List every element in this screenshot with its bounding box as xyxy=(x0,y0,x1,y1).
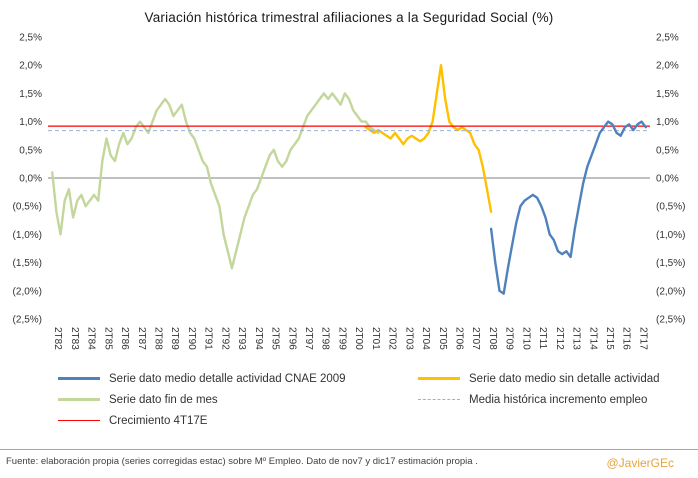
legend-label-sin-detalle: Serie dato medio sin detalle actividad xyxy=(469,372,660,385)
svg-text:2T93: 2T93 xyxy=(236,327,247,350)
svg-text:(1,5%): (1,5%) xyxy=(13,258,42,269)
svg-text:2T11: 2T11 xyxy=(537,327,548,349)
svg-text:2T90: 2T90 xyxy=(186,327,197,350)
svg-text:2T96: 2T96 xyxy=(286,327,297,350)
svg-text:2T07: 2T07 xyxy=(470,327,481,350)
svg-text:2T95: 2T95 xyxy=(270,327,281,350)
svg-text:2T05: 2T05 xyxy=(437,327,448,350)
svg-text:(2,5%): (2,5%) xyxy=(13,315,42,326)
svg-text:(1,0%): (1,0%) xyxy=(13,230,42,241)
svg-text:2T16: 2T16 xyxy=(621,327,632,350)
legend-item-crecimiento-4t17e: Crecimiento 4T17E xyxy=(58,413,408,428)
svg-text:2T98: 2T98 xyxy=(320,327,331,350)
svg-text:2,0%: 2,0% xyxy=(656,61,679,72)
svg-text:2T12: 2T12 xyxy=(554,327,565,350)
svg-text:2T89: 2T89 xyxy=(169,327,180,350)
svg-text:2T03: 2T03 xyxy=(403,327,414,350)
legend-marker-media-historica xyxy=(418,399,460,400)
legend-label-cnae-2009: Serie dato medio detalle actividad CNAE … xyxy=(109,372,346,385)
legend-item-fin-de-mes: Serie dato fin de mes xyxy=(58,392,408,407)
legend-marker-cnae-2009 xyxy=(58,377,100,380)
svg-text:2T83: 2T83 xyxy=(69,327,80,350)
svg-text:2T17: 2T17 xyxy=(637,327,648,350)
credit-handle: @JavierGEc xyxy=(606,456,674,470)
svg-text:2T10: 2T10 xyxy=(520,327,531,350)
svg-text:(0,5%): (0,5%) xyxy=(656,202,685,213)
svg-text:2T15: 2T15 xyxy=(604,327,615,350)
svg-text:(2,0%): (2,0%) xyxy=(656,286,685,297)
svg-text:2T87: 2T87 xyxy=(136,327,147,350)
svg-text:2T82: 2T82 xyxy=(52,327,63,350)
legend-label-crecimiento-4t17e: Crecimiento 4T17E xyxy=(109,414,208,427)
svg-text:1,5%: 1,5% xyxy=(19,89,42,100)
chart-legend: Serie dato medio detalle actividad CNAE … xyxy=(0,361,698,434)
svg-text:2T00: 2T00 xyxy=(353,327,364,350)
legend-label-media-historica: Media histórica incremento empleo xyxy=(469,393,648,406)
svg-text:2T13: 2T13 xyxy=(571,327,582,350)
legend-marker-fin-de-mes xyxy=(58,398,100,401)
svg-text:2T01: 2T01 xyxy=(370,327,381,350)
svg-text:0,5%: 0,5% xyxy=(19,145,42,156)
legend-item-sin-detalle: Serie dato medio sin detalle actividad xyxy=(418,371,688,386)
source-note: Fuente: elaboración propia (series corre… xyxy=(6,456,478,467)
svg-text:2,0%: 2,0% xyxy=(19,61,42,72)
svg-text:2T97: 2T97 xyxy=(303,327,314,350)
chart-footer: Fuente: elaboración propia (series corre… xyxy=(0,449,698,478)
svg-text:2T92: 2T92 xyxy=(219,327,230,350)
svg-text:2,5%: 2,5% xyxy=(19,33,42,44)
legend-item-media-historica: Media histórica incremento empleo xyxy=(418,392,688,407)
svg-text:2T06: 2T06 xyxy=(454,327,465,350)
svg-text:0,5%: 0,5% xyxy=(656,145,679,156)
svg-text:2T86: 2T86 xyxy=(119,327,130,350)
svg-text:2T08: 2T08 xyxy=(487,327,498,350)
svg-text:0,0%: 0,0% xyxy=(19,174,42,185)
svg-text:2T91: 2T91 xyxy=(203,327,214,350)
svg-text:2T99: 2T99 xyxy=(336,327,347,350)
svg-text:2,5%: 2,5% xyxy=(656,33,679,44)
svg-text:2T14: 2T14 xyxy=(587,327,598,350)
svg-text:2T04: 2T04 xyxy=(420,327,431,350)
svg-text:1,0%: 1,0% xyxy=(656,117,679,128)
legend-marker-sin-detalle xyxy=(418,377,460,380)
svg-text:2T94: 2T94 xyxy=(253,327,264,350)
chart-plot: 2,5% 2,5% 2,0% 2,0% 1,5% 1,5% 1,0% 1,0% 0,5% 0,5%… xyxy=(13,33,686,351)
svg-text:2T85: 2T85 xyxy=(102,327,113,350)
svg-text:2T88: 2T88 xyxy=(153,327,164,350)
chart-title: Variación histórica trimestral afiliacio… xyxy=(144,10,554,25)
svg-text:(2,0%): (2,0%) xyxy=(13,286,42,297)
legend-label-fin-de-mes: Serie dato fin de mes xyxy=(109,393,218,406)
legend-item-cnae-2009: Serie dato medio detalle actividad CNAE … xyxy=(58,371,408,386)
svg-text:(1,5%): (1,5%) xyxy=(656,258,685,269)
svg-text:(1,0%): (1,0%) xyxy=(656,230,685,241)
svg-text:2T84: 2T84 xyxy=(86,327,97,350)
legend-marker-crecimiento-4t17e xyxy=(58,420,100,421)
svg-text:1,0%: 1,0% xyxy=(19,117,42,128)
legend-spacer xyxy=(418,413,688,428)
svg-text:1,5%: 1,5% xyxy=(656,89,679,100)
svg-text:2T02: 2T02 xyxy=(387,327,398,350)
svg-text:2T09: 2T09 xyxy=(504,327,515,350)
svg-text:(2,5%): (2,5%) xyxy=(656,315,685,326)
svg-text:0,0%: 0,0% xyxy=(656,174,679,185)
svg-text:(0,5%): (0,5%) xyxy=(13,202,42,213)
